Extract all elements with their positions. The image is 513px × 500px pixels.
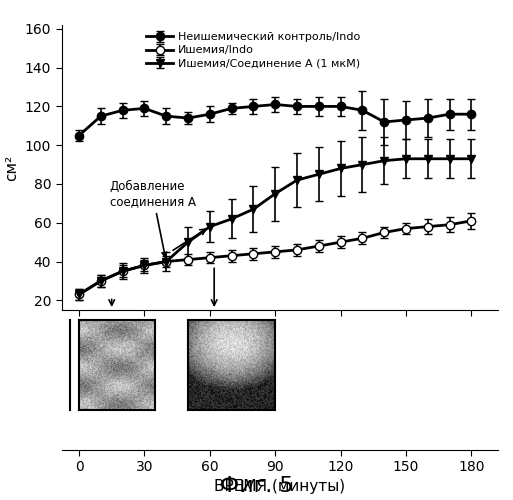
- Y-axis label: см²: см²: [4, 154, 19, 180]
- Text: Добавление
соединения А: Добавление соединения А: [109, 180, 195, 257]
- X-axis label: ВРЕМЯ (минуты): ВРЕМЯ (минуты): [214, 478, 345, 494]
- Legend: Неишемический контроль/Indo, Ишемия/Indo, Ишемия/Соединение А (1 мкМ): Неишемический контроль/Indo, Ишемия/Indo…: [141, 28, 365, 74]
- Text: Фиг. 5: Фиг. 5: [220, 476, 293, 496]
